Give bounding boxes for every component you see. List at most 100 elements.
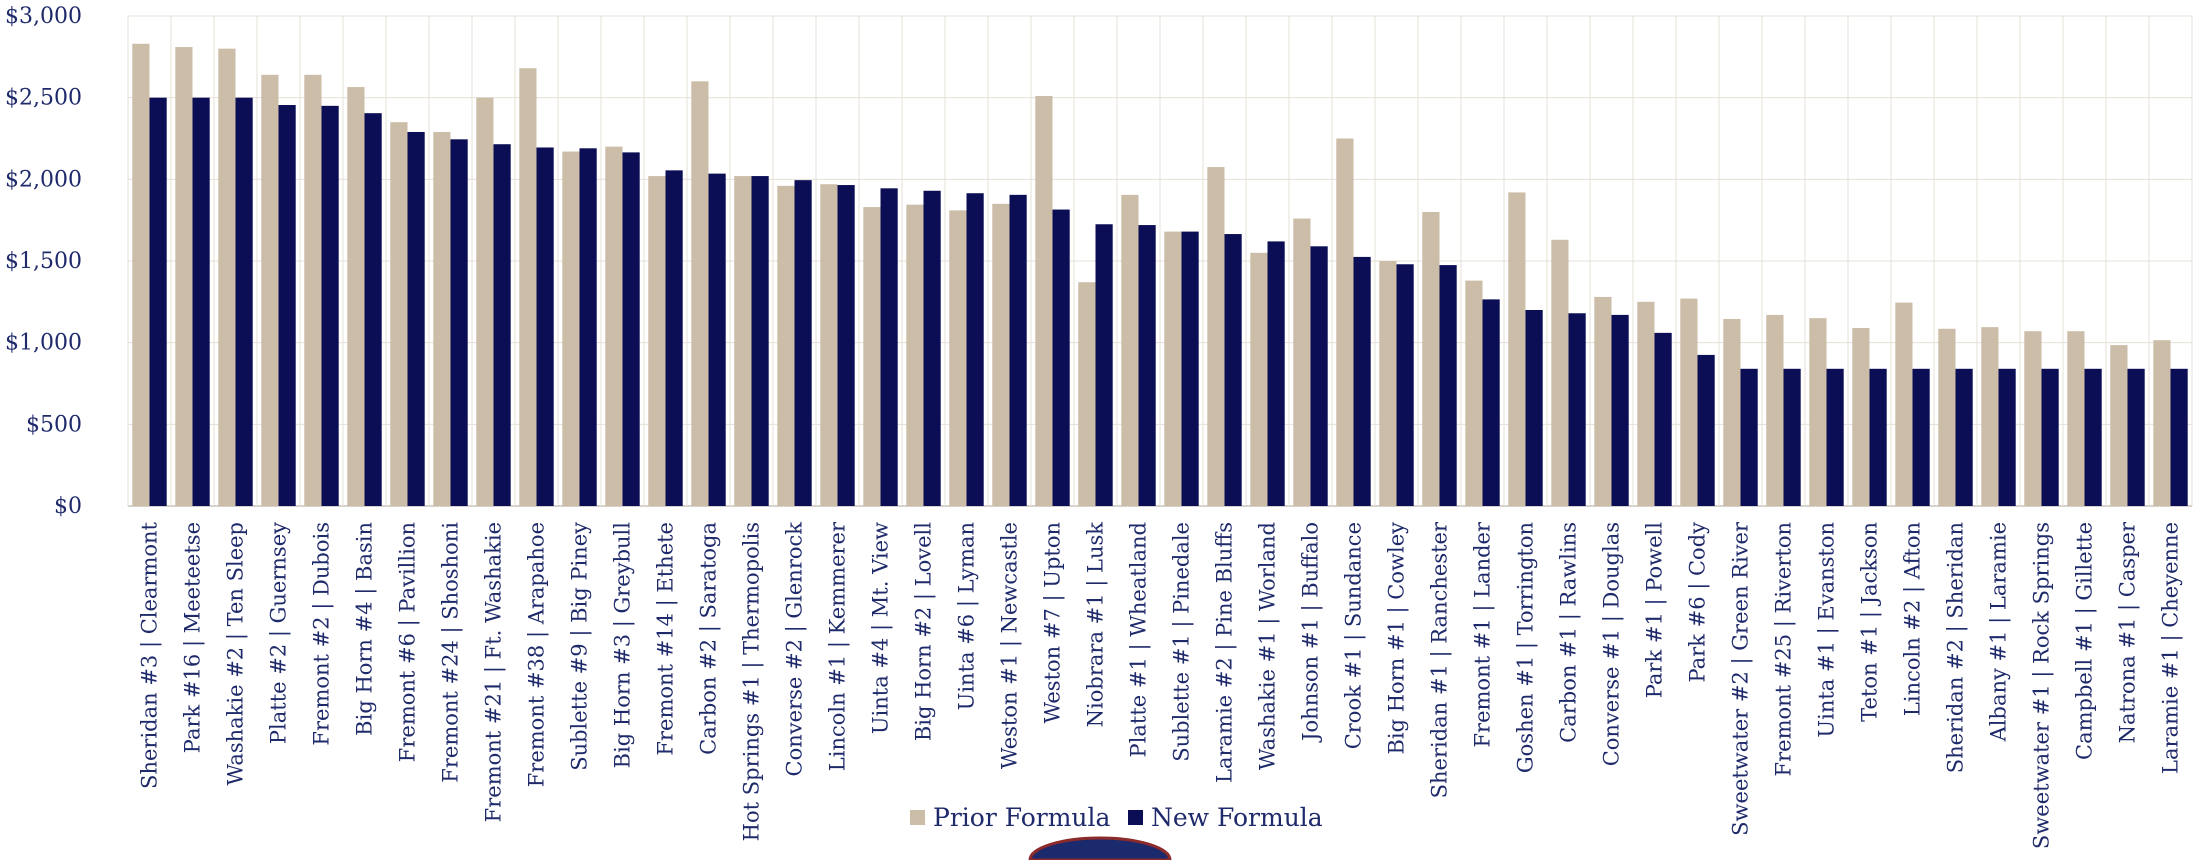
bar-prior xyxy=(433,131,451,506)
x-tick-label: Campbell #1 | Gillette xyxy=(2073,522,2098,760)
bar-new xyxy=(1740,368,1758,506)
bar-prior xyxy=(1293,218,1311,507)
x-tick-label: Fremont #14 | Ethete xyxy=(654,522,679,756)
y-tick-label: $1,500 xyxy=(5,249,82,274)
x-axis: Sheridan #3 | Clearmont Park #16 | Meetee… xyxy=(138,521,2184,849)
bar-prior xyxy=(1508,192,1526,506)
bar-new xyxy=(1783,368,1801,506)
x-tick-label: Weston #1 | Newcastle xyxy=(998,522,1023,769)
bar-new xyxy=(1697,354,1715,506)
bar-new xyxy=(1955,368,1973,506)
legend-swatch xyxy=(1128,810,1143,825)
x-tick-label: Uinta #4 | Mt. View xyxy=(869,522,894,734)
bar-new xyxy=(1912,368,1930,506)
bar-prior xyxy=(1422,212,1440,506)
bar-prior xyxy=(1594,296,1612,506)
x-tick-label: Park #6 | Cody xyxy=(1686,522,1711,683)
x-tick-label: Big Horn #4 | Basin xyxy=(353,522,378,736)
bar-prior xyxy=(347,87,365,507)
x-tick-label: Carbon #2 | Saratoga xyxy=(697,522,722,755)
bar-new xyxy=(1611,314,1629,506)
bar-prior xyxy=(949,210,967,506)
bar-new xyxy=(2041,368,2059,506)
y-tick-label: $3,000 xyxy=(5,4,82,29)
bar-new xyxy=(665,170,683,506)
bar-prior xyxy=(2110,345,2128,506)
bar-prior xyxy=(820,184,838,506)
bar-new xyxy=(1998,368,2016,506)
x-tick-label: Park #16 | Meeteetse xyxy=(181,522,206,753)
x-tick-label: Goshen #1 | Torrington xyxy=(1514,522,1539,773)
bar-new xyxy=(923,190,941,506)
bar-prior xyxy=(1465,280,1483,506)
bar-new xyxy=(1353,256,1371,506)
x-tick-label: Lincoln #1 | Kemmerer xyxy=(826,521,851,771)
bar-new xyxy=(1181,231,1199,506)
bar-prior xyxy=(992,203,1010,507)
x-tick-label: Hot Springs #1 | Thermopolis xyxy=(740,522,765,841)
bar-prior xyxy=(304,74,322,507)
y-axis: $0 $500 $1,000 $1,500 $2,000 $2,500 $3,000 xyxy=(5,4,82,519)
bar-new xyxy=(966,193,984,506)
y-tick-label: $2,000 xyxy=(5,167,82,192)
bar-prior xyxy=(1637,301,1655,506)
bar-prior xyxy=(1852,327,1870,506)
bar-new xyxy=(708,173,726,506)
bar-new xyxy=(1009,194,1027,506)
bar-prior xyxy=(1809,318,1827,506)
bar-prior xyxy=(1895,302,1913,506)
bar-prior xyxy=(1766,314,1784,506)
seal-logo xyxy=(1028,836,1172,860)
bar-new xyxy=(192,97,210,507)
bar-prior xyxy=(1121,194,1139,506)
bar-prior xyxy=(648,176,666,507)
bar-prior xyxy=(1336,138,1354,506)
bar-new xyxy=(622,152,640,506)
x-tick-label: Big Horn #2 | Lovell xyxy=(912,522,937,741)
bar-new xyxy=(235,97,253,507)
x-tick-label: Carbon #1 | Rawlins xyxy=(1557,522,1582,743)
x-tick-label: Fremont #1 | Lander xyxy=(1471,521,1496,747)
bar-new xyxy=(364,113,382,506)
y-tick-label: $1,000 xyxy=(5,331,82,356)
bar-prior xyxy=(1680,298,1698,506)
y-tick-label: $0 xyxy=(54,494,82,519)
bar-prior xyxy=(1938,328,1956,506)
x-tick-label: Big Horn #1 | Cowley xyxy=(1385,522,1410,755)
bar-new xyxy=(493,144,511,506)
bar-new xyxy=(1439,265,1457,506)
x-tick-label: Washakie #2 | Ten Sleep xyxy=(224,522,249,785)
bar-new xyxy=(794,180,812,506)
x-tick-label: Fremont #25 | Riverton xyxy=(1772,522,1797,776)
bar-prior xyxy=(734,176,752,507)
bar-prior xyxy=(1551,239,1569,506)
x-tick-label: Washakie #1 | Worland xyxy=(1256,522,1281,770)
x-tick-label: Lincoln #2 | Afton xyxy=(1901,522,1926,716)
x-tick-label: Laramie #2 | Pine Bluffs xyxy=(1213,522,1238,783)
y-tick-label: $500 xyxy=(26,412,82,437)
x-tick-label: Sheridan #2 | Sheridan xyxy=(1944,522,1969,773)
x-tick-label: Weston #7 | Upton xyxy=(1041,522,1066,724)
bar-prior xyxy=(476,97,494,507)
bar-new xyxy=(880,188,898,507)
bar-new xyxy=(2170,368,2188,506)
x-tick-label: Sheridan #1 | Ranchester xyxy=(1428,521,1453,798)
bar-new xyxy=(837,185,855,507)
bar-prior xyxy=(777,185,795,506)
legend-swatch xyxy=(910,810,925,825)
x-tick-label: Converse #1 | Douglas xyxy=(1600,522,1625,766)
x-tick-label: Albany #1 | Laramie xyxy=(1987,522,2012,742)
bar-prior xyxy=(1207,167,1225,507)
x-tick-label: Fremont #38 | Arapahoe xyxy=(525,522,550,787)
bar-new xyxy=(1224,234,1242,507)
x-tick-label: Sheridan #3 | Clearmont xyxy=(138,521,163,788)
x-tick-label: Sweetwater #1 | Rock Springs xyxy=(2030,522,2055,849)
x-tick-label: Converse #2 | Glenrock xyxy=(783,522,808,777)
bar-new xyxy=(1826,368,1844,506)
bar-new xyxy=(1869,368,1887,506)
bar-prior xyxy=(863,207,881,506)
bars xyxy=(132,43,2188,507)
x-tick-label: Sublette #1 | Pinedale xyxy=(1170,522,1195,762)
x-tick-label: Sweetwater #2 | Green River xyxy=(1729,521,1754,836)
